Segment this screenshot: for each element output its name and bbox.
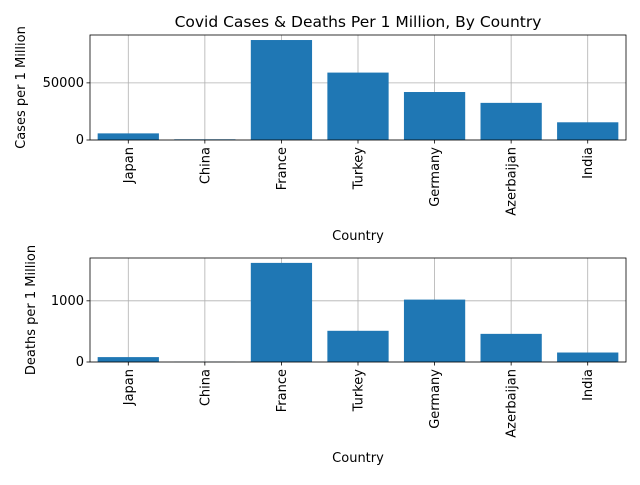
y-axis-label: Cases per 1 Million [14, 26, 29, 149]
bar-india [557, 122, 618, 140]
x-tick-label-turkey: Turkey [352, 147, 367, 191]
bar-france [251, 40, 312, 140]
x-tick-label-france: France [275, 147, 290, 190]
x-tick-label-france: France [275, 369, 290, 412]
x-tick-label-germany: Germany [428, 369, 443, 429]
x-tick-label-azerbaijan: Azerbaijan [505, 369, 520, 438]
x-axis-label: Country [332, 229, 384, 244]
x-tick-label-japan: Japan [122, 147, 137, 184]
y-tick-label: 50000 [43, 76, 84, 91]
y-axis-label: Deaths per 1 Million [24, 245, 39, 375]
y-tick-label: 1000 [51, 294, 84, 309]
x-axis-label: Country [332, 451, 384, 466]
bar-turkey [327, 73, 388, 140]
bar-germany [404, 300, 465, 362]
x-tick-label-india: India [581, 369, 596, 401]
bar-azerbaijan [481, 334, 542, 362]
x-tick-label-germany: Germany [428, 147, 443, 207]
chart-title: Covid Cases & Deaths Per 1 Million, By C… [175, 13, 542, 31]
x-tick-label-china: China [198, 369, 213, 406]
bar-azerbaijan [481, 103, 542, 140]
bar-france [251, 263, 312, 362]
bar-japan [98, 133, 159, 140]
x-tick-label-india: India [581, 147, 596, 179]
y-tick-label: 0 [76, 355, 84, 370]
bar-japan [98, 357, 159, 362]
bar-india [557, 353, 618, 362]
x-tick-label-china: China [198, 147, 213, 184]
y-tick-label: 0 [76, 133, 84, 148]
bar-turkey [327, 331, 388, 362]
x-tick-label-azerbaijan: Azerbaijan [505, 147, 520, 216]
x-tick-label-japan: Japan [122, 369, 137, 406]
bar-germany [404, 92, 465, 140]
x-tick-label-turkey: Turkey [352, 369, 367, 413]
